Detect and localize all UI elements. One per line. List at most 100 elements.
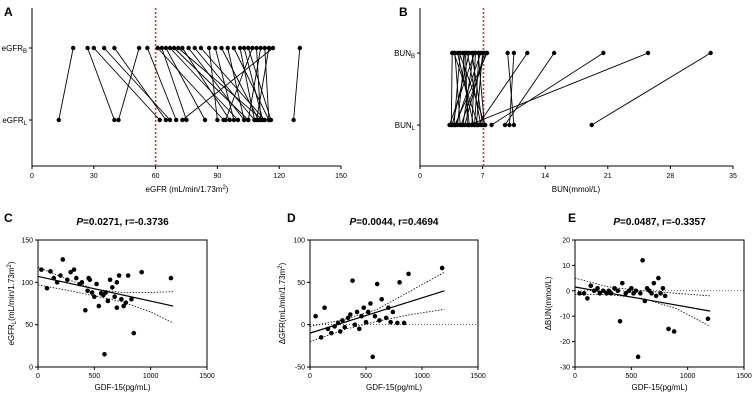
pair-line bbox=[449, 52, 475, 126]
x-tick-label: 1500 bbox=[199, 373, 215, 380]
panel-label-a: A bbox=[4, 5, 13, 19]
y-axis-label: eGFRL(mL/min/1.73m2) bbox=[7, 261, 18, 345]
data-point bbox=[325, 326, 331, 332]
y-tick-label: 50 bbox=[297, 280, 305, 287]
pair-line bbox=[114, 47, 167, 121]
y-tick-label: 150 bbox=[21, 238, 33, 245]
x-tick-label: 1500 bbox=[736, 373, 752, 380]
data-point bbox=[110, 285, 115, 290]
point-last bbox=[266, 117, 272, 123]
data-point bbox=[51, 275, 57, 281]
data-point bbox=[642, 298, 648, 304]
point-before bbox=[463, 50, 468, 56]
point-last bbox=[235, 117, 241, 123]
point-last bbox=[112, 117, 117, 123]
pair-line bbox=[182, 47, 274, 121]
point-before bbox=[213, 45, 218, 51]
x-tick-label: 0 bbox=[30, 173, 34, 180]
point-before bbox=[246, 45, 251, 51]
data-point bbox=[629, 285, 634, 291]
point-last bbox=[589, 122, 594, 128]
data-point bbox=[102, 352, 107, 357]
ci-upper bbox=[574, 277, 711, 297]
point-before bbox=[186, 45, 191, 51]
pair-line bbox=[504, 52, 555, 126]
point-last bbox=[452, 122, 458, 128]
regression-line bbox=[574, 286, 711, 312]
data-point bbox=[71, 267, 77, 272]
data-point bbox=[671, 329, 677, 334]
point-last bbox=[291, 117, 296, 123]
panel-c bbox=[35, 239, 208, 370]
data-point bbox=[105, 298, 111, 304]
data-point bbox=[39, 267, 44, 272]
ci-lower bbox=[309, 309, 445, 342]
data-point bbox=[340, 318, 345, 323]
x-tick-label: 60 bbox=[152, 173, 160, 180]
data-point bbox=[660, 285, 666, 291]
data-point bbox=[116, 273, 122, 278]
point-last bbox=[507, 122, 512, 128]
x-tick-label: 1000 bbox=[414, 373, 430, 380]
point-last bbox=[215, 117, 220, 123]
pair-line bbox=[118, 47, 140, 121]
data-point bbox=[401, 320, 407, 326]
data-point bbox=[94, 281, 99, 287]
data-point bbox=[363, 319, 369, 325]
panel-title: P=0.0487, r=-0.3357 bbox=[613, 217, 706, 228]
data-point bbox=[85, 288, 90, 294]
data-point bbox=[588, 283, 594, 289]
panel-e bbox=[572, 239, 745, 370]
category-label: eGFRL bbox=[2, 116, 27, 127]
data-point bbox=[335, 320, 341, 326]
point-last bbox=[231, 117, 237, 123]
y-tick-label: 0 bbox=[301, 322, 305, 329]
point-before bbox=[457, 50, 462, 56]
point-before bbox=[451, 50, 457, 56]
pair-line bbox=[93, 47, 161, 121]
pair-line bbox=[460, 52, 487, 126]
y-axis-label: ΔGFR(mL/min/1.73m2) bbox=[278, 262, 287, 344]
point-last bbox=[472, 122, 477, 128]
pair-line bbox=[491, 52, 604, 126]
data-point bbox=[395, 320, 400, 326]
point-before bbox=[297, 45, 302, 51]
x-tick-label: 0 bbox=[418, 173, 422, 180]
point-before bbox=[155, 45, 160, 51]
point-last bbox=[258, 117, 263, 123]
data-point bbox=[361, 305, 367, 311]
x-tick-label: 35 bbox=[729, 173, 737, 180]
point-before bbox=[483, 50, 489, 56]
x-tick-label: 28 bbox=[667, 173, 675, 180]
data-point bbox=[633, 288, 639, 294]
pair-line bbox=[247, 47, 272, 121]
x-tick-label: 7 bbox=[481, 173, 485, 180]
point-before bbox=[101, 45, 107, 51]
pair-line bbox=[161, 47, 187, 121]
data-point bbox=[612, 285, 617, 291]
data-point bbox=[377, 318, 382, 323]
data-point bbox=[705, 316, 711, 322]
x-tick-label: 1000 bbox=[680, 373, 696, 380]
x-tick-label: 500 bbox=[88, 373, 100, 380]
point-before bbox=[180, 45, 185, 51]
pair-line bbox=[200, 47, 266, 121]
pair-line bbox=[58, 47, 74, 121]
point-last bbox=[180, 117, 185, 123]
category-label: eGFRB bbox=[2, 44, 27, 55]
pair-line bbox=[293, 47, 301, 121]
data-point bbox=[107, 277, 113, 283]
data-point bbox=[89, 290, 95, 295]
point-last bbox=[466, 122, 472, 128]
data-point bbox=[386, 305, 391, 311]
pair-line bbox=[177, 47, 264, 121]
data-point bbox=[372, 313, 378, 319]
data-point bbox=[365, 309, 371, 315]
y-tick-label: 0 bbox=[29, 365, 33, 372]
point-last bbox=[116, 117, 121, 123]
data-point bbox=[662, 293, 668, 299]
data-point bbox=[653, 293, 659, 299]
point-before bbox=[266, 45, 272, 51]
point-before bbox=[219, 45, 224, 51]
ci-upper bbox=[37, 266, 174, 293]
